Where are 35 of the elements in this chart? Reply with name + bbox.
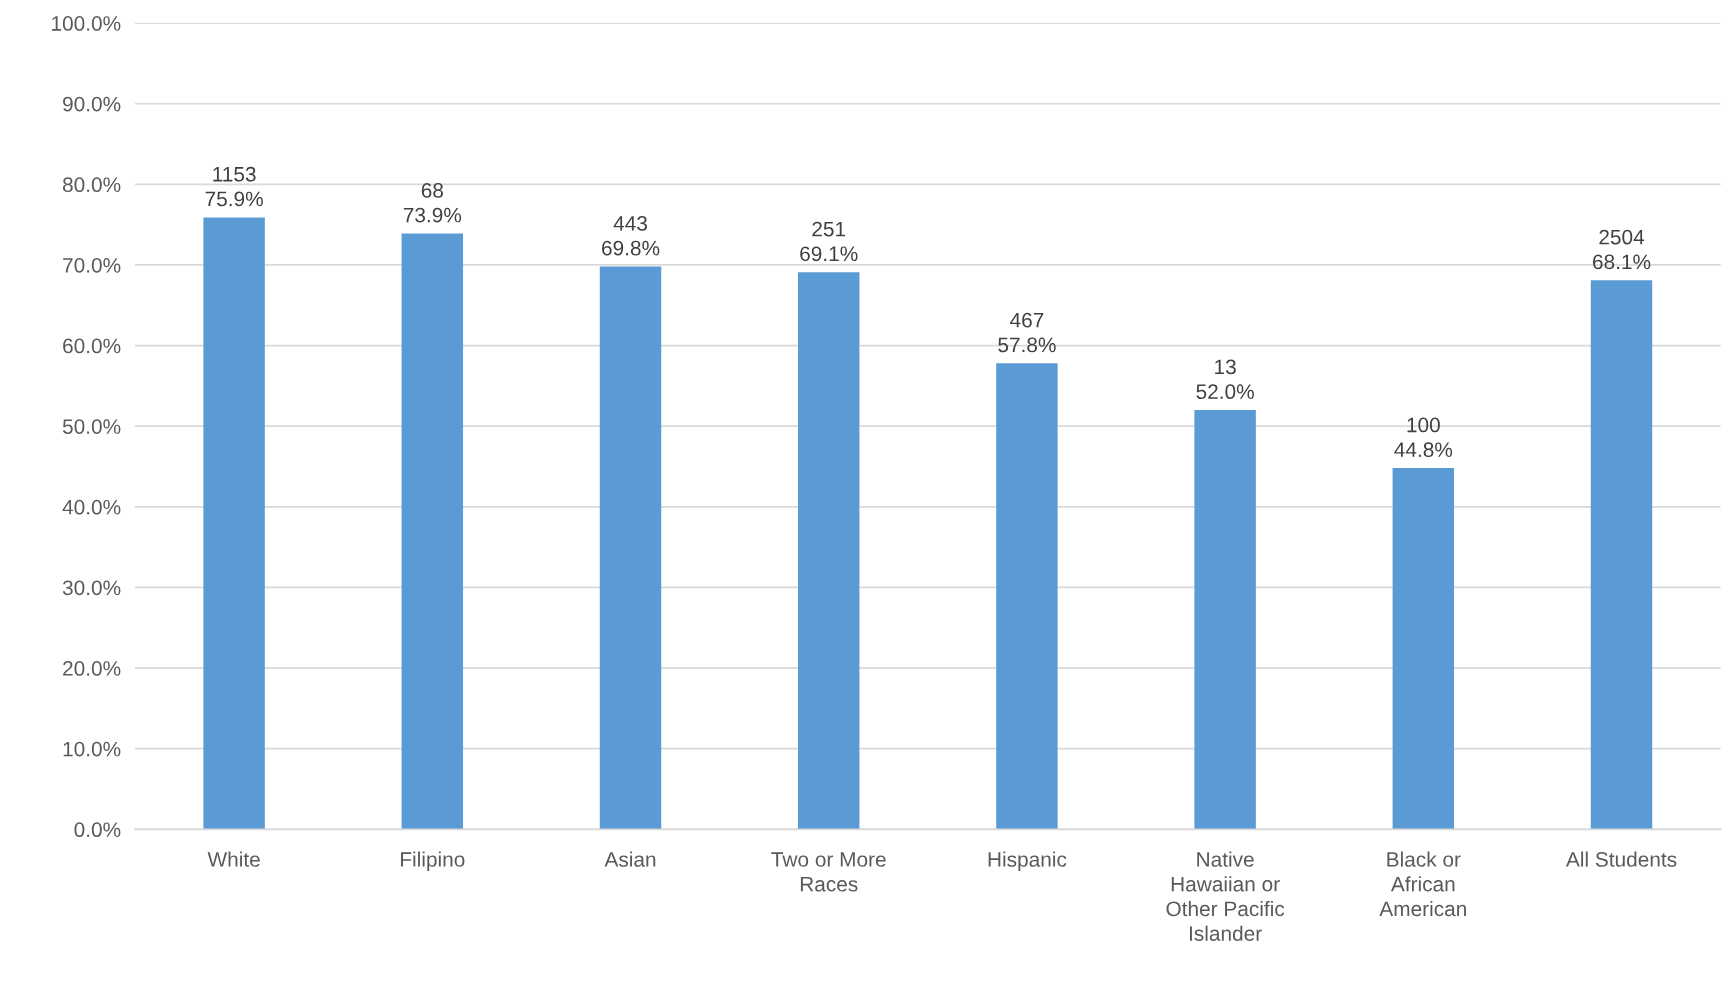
y-tick-label: 60.0%	[63, 338, 121, 354]
bar	[1590, 280, 1653, 830]
data-label: 1153 75.9%	[205, 166, 263, 207]
x-tick-label: All Students	[1565, 851, 1677, 867]
bar	[401, 233, 464, 830]
data-label: 100 44.8%	[1394, 417, 1453, 458]
bar	[1392, 468, 1455, 830]
y-tick-label: 20.0%	[63, 661, 121, 676]
bar	[203, 217, 265, 830]
y-tick-label: 90.0%	[63, 96, 121, 112]
x-tick-label: Hispanic	[988, 851, 1067, 871]
x-tick-label: Native Hawaiian or Other Pacific Islander	[1166, 851, 1285, 941]
data-label: 68 73.9%	[403, 182, 462, 223]
bar	[599, 266, 662, 830]
data-label: 443 69.8%	[602, 216, 660, 256]
data-label: 13 52.0%	[1196, 359, 1254, 400]
bar	[798, 272, 860, 830]
y-tick-label: 80.0%	[62, 177, 121, 193]
bar	[1194, 410, 1256, 830]
y-tick-label: 70.0%	[63, 257, 121, 273]
y-tick-label: 50.0%	[62, 419, 121, 434]
x-tick-label: Asian	[604, 851, 656, 867]
data-label: 251 69.1%	[800, 221, 858, 262]
x-tick-label: White	[207, 851, 260, 867]
y-tick-label: 100.0%	[52, 16, 121, 31]
y-tick-label: 0.0%	[74, 822, 121, 838]
data-label: 2504 68.1%	[1593, 229, 1651, 270]
x-tick-label: Two or More Races	[771, 852, 886, 892]
x-tick-label: Filipino	[401, 851, 465, 871]
y-tick-label: 10.0%	[63, 741, 121, 757]
bar	[996, 363, 1058, 830]
data-label: 467 57.8%	[998, 312, 1056, 353]
y-tick-label: 30.0%	[62, 580, 121, 596]
x-tick-label: Black or African American	[1379, 851, 1466, 917]
y-tick-label: 40.0%	[62, 499, 121, 515]
